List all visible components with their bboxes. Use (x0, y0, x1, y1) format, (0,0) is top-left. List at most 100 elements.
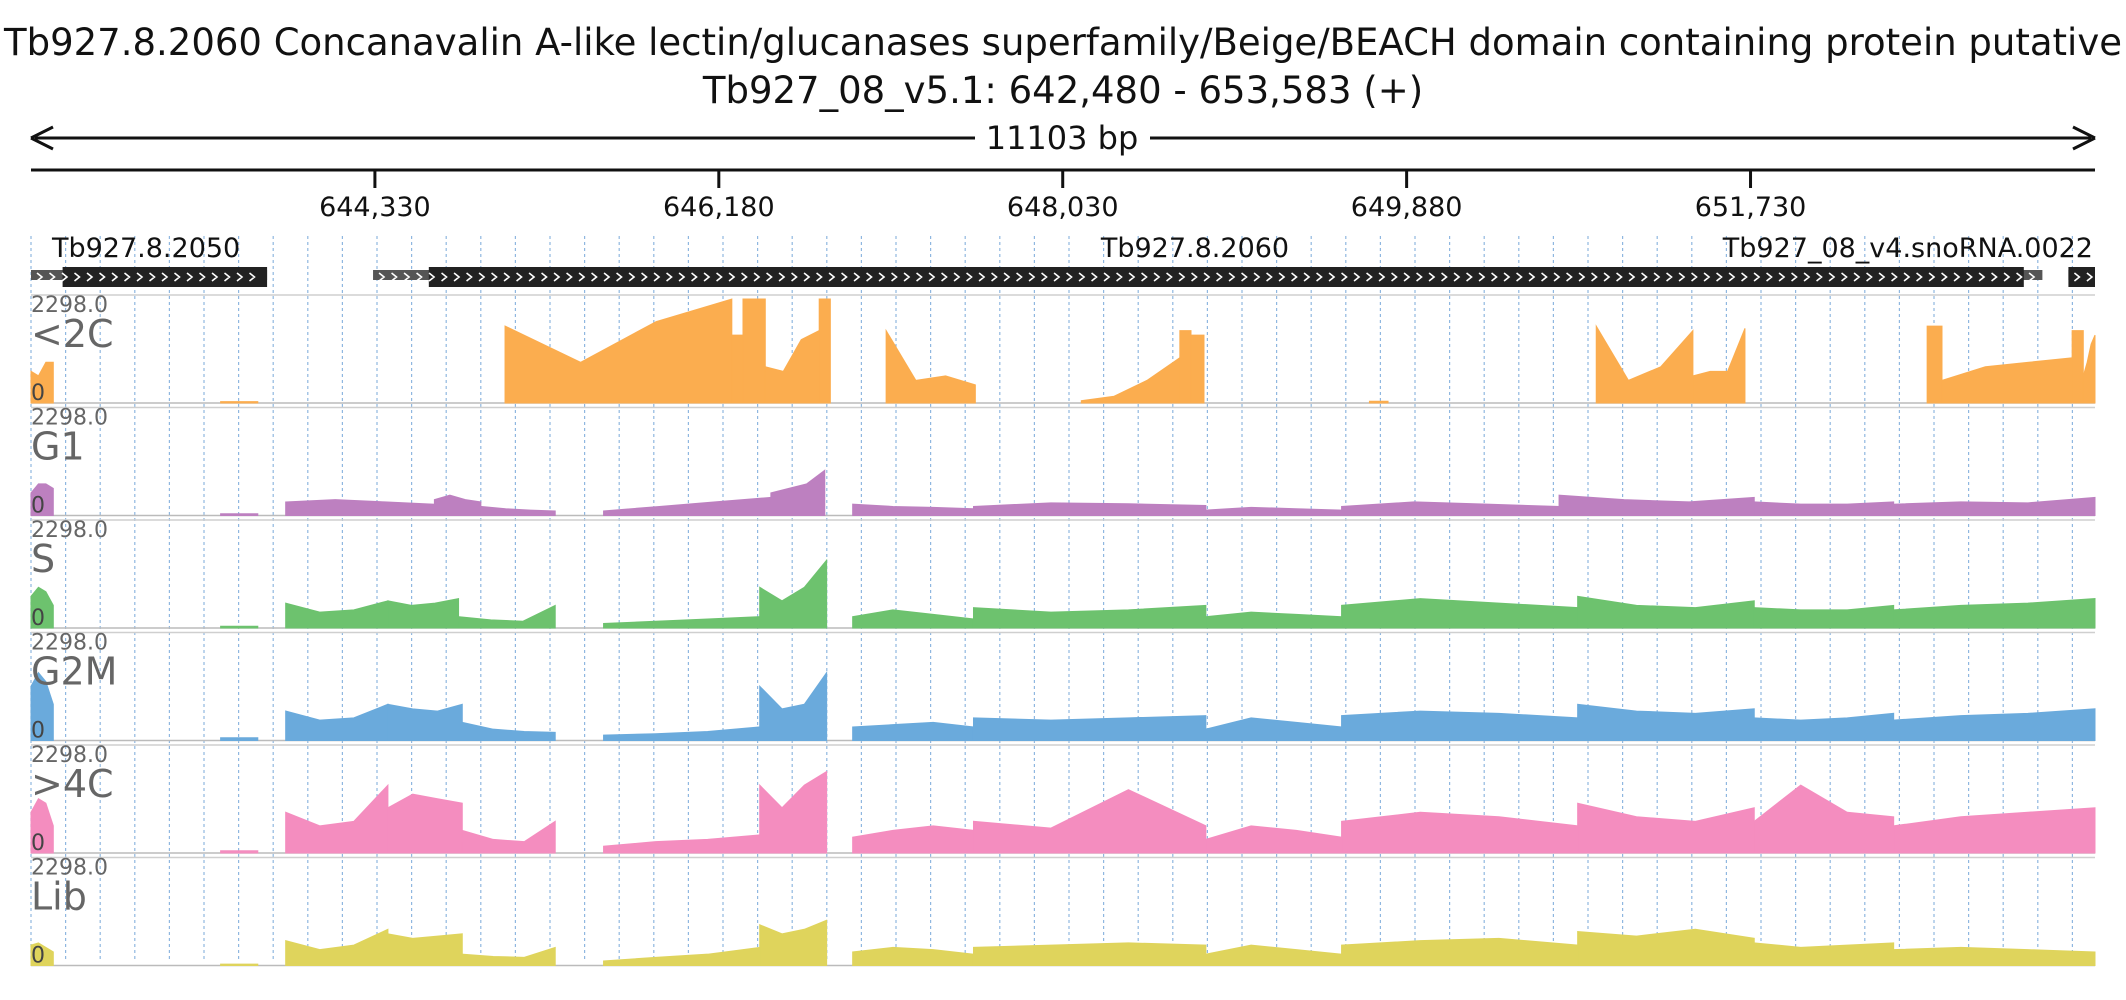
coverage-area (742, 298, 766, 404)
coverage-area (972, 789, 1207, 854)
coverage-area (461, 820, 556, 854)
coverage-area (1205, 611, 1343, 629)
coverage-area (461, 721, 556, 741)
coverage-area (1205, 506, 1343, 516)
coverage-area (1893, 708, 2096, 741)
coverage-area (387, 597, 460, 629)
track-zero-label: 0 (31, 944, 45, 969)
x-tick-label: 649,880 (1351, 192, 1463, 223)
coverage-area (852, 825, 974, 854)
span-arrow-right-icon (2072, 125, 2096, 151)
coverage-area (1753, 784, 1895, 854)
track-zero-label: 0 (31, 494, 45, 519)
coverage-area (1341, 501, 1560, 516)
coverage-area (1595, 324, 1694, 404)
track-max-label: 2298.0 (31, 743, 108, 768)
track-max-label: 2298.0 (31, 293, 108, 318)
coverage-area (30, 361, 54, 404)
coverage-area (1368, 400, 1389, 404)
coverage-area (1558, 494, 1755, 516)
track-max-label: 2298.0 (31, 856, 108, 881)
x-tick-label: 651,730 (1695, 192, 1807, 223)
track-max-label: 2298.0 (31, 518, 108, 543)
coverage-area (1341, 710, 1579, 741)
coverage-area (759, 919, 828, 966)
coverage-area (461, 946, 556, 966)
coverage-area (1341, 937, 1579, 966)
coverage-area (220, 737, 259, 741)
coverage-area (220, 401, 259, 404)
coverage-area (852, 721, 974, 741)
coverage-area (387, 933, 463, 966)
track-name: G2M (31, 650, 117, 694)
coverage-area (1205, 944, 1343, 966)
coverage-area (972, 604, 1207, 629)
x-tick-label: 644,330 (319, 192, 431, 223)
coverage-area (818, 298, 831, 404)
gene-strand-chevrons (2073, 272, 2094, 282)
track-max-label: 2298.0 (31, 406, 108, 431)
coverage-area (972, 942, 1207, 966)
gene-cds (2068, 267, 2095, 287)
coverage-area (480, 505, 556, 516)
coverage-area (1205, 825, 1343, 854)
track-zero-label: 0 (31, 719, 45, 744)
coverage-area (1753, 604, 1895, 629)
chart-subtitle: Tb927_08_v5.1: 642,480 - 653,583 (+) (702, 69, 1424, 112)
coverage-area (1190, 334, 1205, 404)
coverage-area (1893, 598, 2096, 629)
coverage-area (603, 946, 761, 966)
coverage-area (1577, 703, 1755, 741)
coverage-area (30, 671, 54, 741)
coverage-area (504, 298, 733, 404)
coverage-area (1941, 357, 2073, 404)
coverage-area (458, 604, 556, 629)
coverage-area (220, 625, 259, 629)
track-zero-label: 0 (31, 381, 45, 406)
coverage-area (759, 558, 828, 629)
track-name: <2C (31, 312, 114, 356)
span-arrow-left-icon (30, 125, 54, 151)
gene-label: Tb927_08_v4.snoRNA.0022 (1722, 233, 2093, 264)
coverage-area (220, 513, 259, 516)
chart-title: Tb927.8.2060 Concanavalin A-like lectin/… (4, 21, 2122, 64)
coverage-area (387, 703, 463, 741)
coverage-area (1577, 595, 1755, 629)
coverage-area (972, 502, 1207, 516)
coverage-area (1893, 496, 2096, 516)
track-zero-label: 0 (31, 606, 45, 631)
gene-label: Tb927.8.2050 (51, 233, 240, 264)
coverage-area (2082, 334, 2096, 404)
track-name: >4C (31, 762, 114, 806)
x-tick-label: 648,030 (1007, 192, 1119, 223)
coverage-area (1692, 328, 1746, 404)
gene-cds (62, 267, 268, 287)
coverage-area (1926, 325, 1943, 404)
coverage-area (603, 616, 761, 629)
coverage-area (1753, 712, 1895, 741)
coverage-area (1080, 356, 1181, 404)
track-max-label: 2298.0 (31, 631, 108, 656)
track-name: G1 (31, 425, 85, 469)
coverage-area (603, 726, 761, 741)
coverage-area (387, 793, 463, 854)
coverage-area (285, 783, 389, 854)
coverage-area (603, 834, 761, 854)
gene-strand-chevrons (378, 272, 2036, 282)
coverage-area (1577, 802, 1755, 854)
gene-label: Tb927.8.2060 (1100, 233, 1289, 264)
coverage-area (852, 503, 974, 516)
track-name: S (31, 537, 55, 581)
coverage-area (731, 334, 744, 404)
coverage-area (220, 850, 259, 854)
coverage-area (1753, 942, 1895, 966)
coverage-area (603, 496, 772, 516)
coverage-area (30, 483, 54, 516)
coverage-area (1341, 811, 1579, 854)
coverage-area (1179, 330, 1192, 404)
coverage-area (285, 600, 389, 629)
x-tick-label: 646,180 (663, 192, 775, 223)
coverage-area (852, 609, 974, 629)
coverage-area (1753, 501, 1895, 516)
